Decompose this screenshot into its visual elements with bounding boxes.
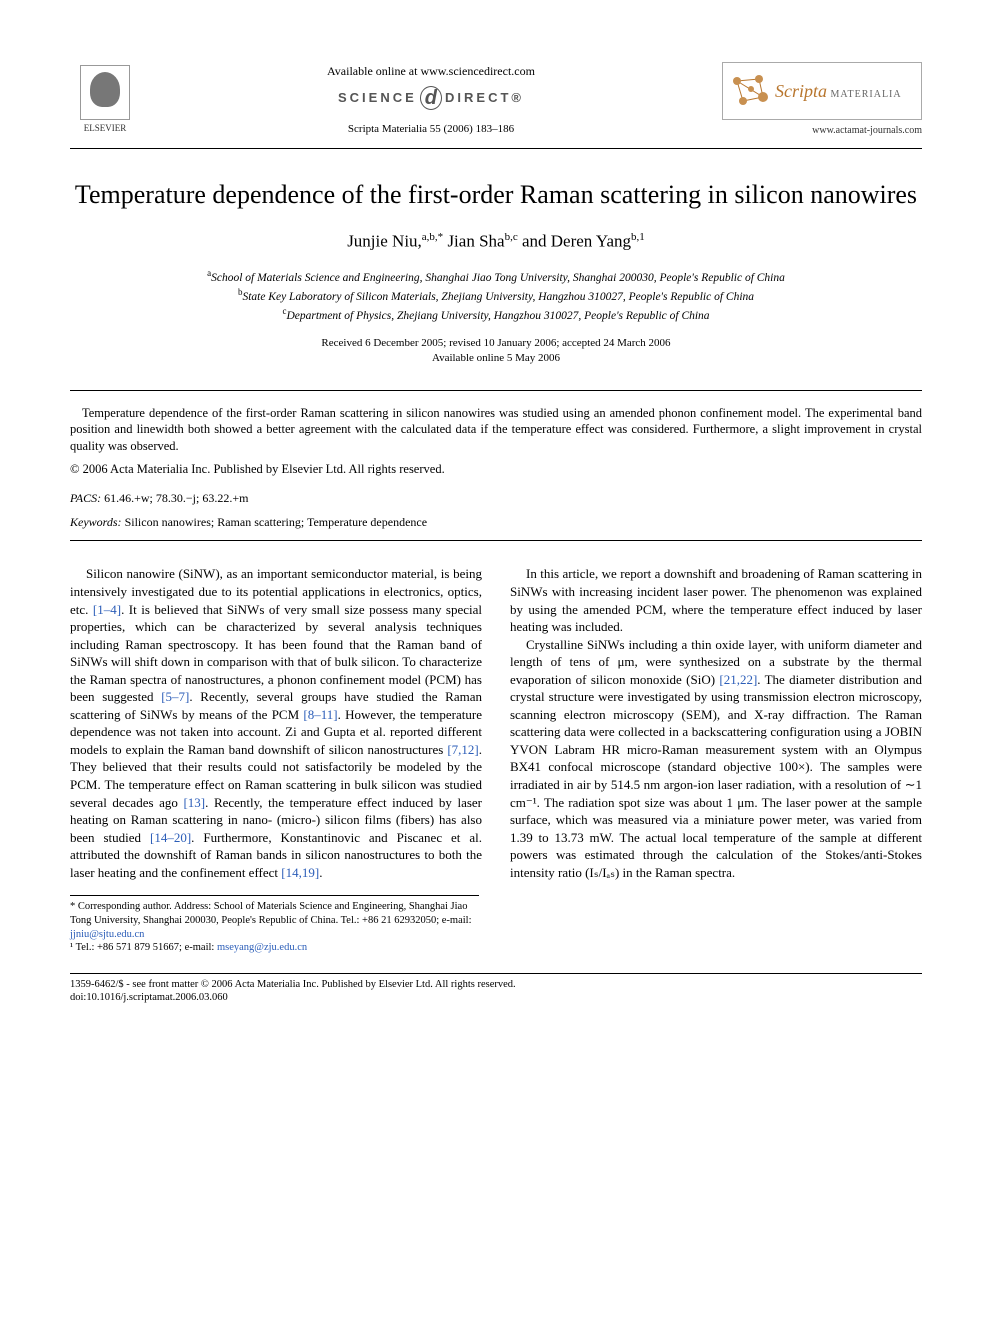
received-line: Received 6 December 2005; revised 10 Jan… (321, 337, 670, 349)
scripta-text-wrap: Scripta MATERIALIA (775, 79, 902, 104)
abstract-bottom-rule (70, 540, 922, 541)
affiliations-block: aSchool of Materials Science and Enginee… (70, 267, 922, 324)
header-rule (70, 148, 922, 149)
page-header: ELSEVIER Available online at www.science… (70, 60, 922, 140)
pacs-line: PACS: 61.46.+w; 78.30.−j; 63.22.+m (70, 490, 922, 506)
keywords-label: Keywords: (70, 515, 122, 529)
elsevier-logo: ELSEVIER (70, 60, 140, 140)
footnotes: * Corresponding author. Address: School … (70, 895, 479, 955)
fn1-email-link[interactable]: mseyang@zju.edu.cn (217, 942, 307, 953)
scripta-word: Scripta (775, 81, 827, 101)
journal-url: www.actamat-journals.com (722, 124, 922, 138)
para-3: Crystalline SiNWs including a thin oxide… (510, 636, 922, 882)
journal-citation: Scripta Materialia 55 (2006) 183–186 (160, 122, 702, 137)
para-2: In this article, we report a downshift a… (510, 565, 922, 635)
fn1-text: ¹ Tel.: +86 571 879 51667; e-mail: (70, 942, 217, 953)
ref-link-7[interactable]: [14,19] (281, 865, 319, 880)
header-center: Available online at www.sciencedirect.co… (140, 63, 722, 137)
elsevier-tree-icon (80, 65, 130, 120)
copyright-line: © 2006 Acta Materialia Inc. Published by… (70, 461, 922, 478)
pacs-codes: 61.46.+w; 78.30.−j; 63.22.+m (104, 491, 248, 505)
sd-right: DIRECT® (445, 90, 524, 105)
corr-email-link[interactable]: jjniu@sjtu.edu.cn (70, 929, 144, 940)
authors-line: Junjie Niu,a,b,* Jian Shab,c and Deren Y… (70, 230, 922, 254)
lattice-icon (729, 71, 769, 111)
ref-link-1[interactable]: [1–4] (93, 602, 121, 617)
affiliation-line: cDepartment of Physics, Zhejiang Univers… (70, 305, 922, 324)
sd-at-icon: d (420, 86, 442, 110)
sd-left: SCIENCE (338, 90, 417, 105)
ref-link-2[interactable]: [5–7] (161, 689, 189, 704)
sciencedirect-logo: SCIENCEdDIRECT® (160, 85, 702, 112)
materialia-word: MATERIALIA (831, 89, 902, 100)
dates-block: Received 6 December 2005; revised 10 Jan… (70, 336, 922, 366)
corresponding-footnote: * Corresponding author. Address: School … (70, 900, 479, 941)
available-online-text: Available online at www.sciencedirect.co… (160, 63, 702, 79)
p1h: . (319, 865, 322, 880)
footer-line-1: 1359-6462/$ - see front matter © 2006 Ac… (70, 978, 922, 992)
body-text: Silicon nanowire (SiNW), as an important… (70, 565, 922, 881)
abstract-text: Temperature dependence of the first-orde… (70, 405, 922, 456)
affiliation-line: bState Key Laboratory of Silicon Materia… (70, 286, 922, 305)
abstract-top-rule (70, 390, 922, 391)
ref-link-4[interactable]: [7,12] (447, 742, 478, 757)
journal-logo-block: Scripta MATERIALIA www.actamat-journals.… (722, 62, 922, 138)
page-footer: 1359-6462/$ - see front matter © 2006 Ac… (70, 978, 922, 1005)
ref-link-8[interactable]: [21,22] (719, 672, 757, 687)
ref-link-6[interactable]: [14–20] (150, 830, 191, 845)
p3b: . The diameter distribution and crystal … (510, 672, 922, 880)
corr-text: * Corresponding author. Address: School … (70, 901, 472, 926)
footer-rule (70, 973, 922, 974)
article-title: Temperature dependence of the first-orde… (70, 179, 922, 212)
footnote-1: ¹ Tel.: +86 571 879 51667; e-mail: mseya… (70, 941, 479, 955)
scripta-logo-box: Scripta MATERIALIA (722, 62, 922, 120)
available-line: Available online 5 May 2006 (432, 352, 560, 364)
elsevier-label: ELSEVIER (84, 122, 127, 134)
para-1: Silicon nanowire (SiNW), as an important… (70, 565, 482, 881)
keywords-line: Keywords: Silicon nanowires; Raman scatt… (70, 514, 922, 530)
keywords-text: Silicon nanowires; Raman scattering; Tem… (125, 515, 428, 529)
pacs-label: PACS: (70, 491, 101, 505)
affiliation-line: aSchool of Materials Science and Enginee… (70, 267, 922, 286)
ref-link-3[interactable]: [8–11] (303, 707, 337, 722)
ref-link-5[interactable]: [13] (183, 795, 205, 810)
footer-line-2: doi:10.1016/j.scriptamat.2006.03.060 (70, 991, 922, 1005)
